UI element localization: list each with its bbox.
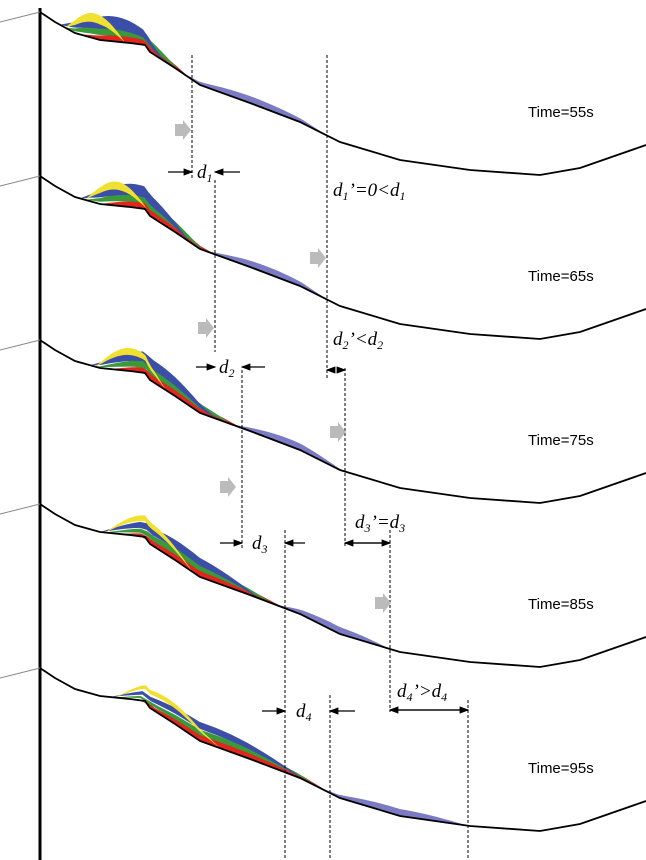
label-text: d <box>333 180 343 201</box>
panel-tick <box>0 504 40 514</box>
motion-arrow <box>198 318 214 338</box>
panel-tick <box>0 668 40 678</box>
motion-arrow <box>375 593 391 613</box>
label-text: ’=d <box>371 512 400 533</box>
subscript: 4 <box>441 690 447 704</box>
label-text: ’>d <box>413 681 442 702</box>
time-label: Time=85s <box>528 596 594 613</box>
label-text: ’<d <box>349 329 378 350</box>
time-label: Time=75s <box>528 432 594 449</box>
label-text: d <box>296 701 306 722</box>
distance-label: d2’<d2 <box>333 329 383 352</box>
panel-tick <box>0 176 40 186</box>
subscript: 3 <box>398 521 405 535</box>
subscript: 3 <box>261 542 268 556</box>
label-text: d <box>219 357 229 378</box>
subscript: 2 <box>229 366 235 380</box>
figure: Time=55s Time=65s Time=75s Time=85s Time=95s… <box>0 0 646 860</box>
label-text: d <box>397 681 407 702</box>
distance-label: d2 <box>219 357 235 380</box>
label-text: d <box>333 329 343 350</box>
motion-arrow <box>175 120 191 140</box>
label-text: ’=0<d <box>349 180 400 201</box>
debris-red <box>80 34 190 78</box>
debris-green <box>65 25 180 71</box>
terrain-profile <box>40 504 646 667</box>
runout-deposit <box>320 788 468 826</box>
label-text: d <box>252 533 262 554</box>
subscript: 2 <box>377 338 383 352</box>
time-label: Time=55s <box>528 104 594 121</box>
panel-tick <box>0 340 40 350</box>
subscript: 1 <box>399 189 405 203</box>
motion-arrow <box>330 422 346 442</box>
distance-label: d1 <box>197 162 213 185</box>
distance-label: d4 <box>296 701 312 724</box>
label-text: d <box>197 162 207 183</box>
subscript: 4 <box>306 710 312 724</box>
motion-arrow <box>220 477 236 497</box>
time-label: Time=65s <box>528 268 594 285</box>
subscript: 1 <box>207 171 213 185</box>
subscript: 3 <box>364 521 371 535</box>
debris-green <box>85 193 205 251</box>
panel-tick <box>0 12 40 22</box>
distance-label: d4’>d4 <box>397 681 447 704</box>
label-text: d <box>355 512 365 533</box>
time-label: Time=95s <box>528 760 594 777</box>
distance-label: d3’=d3 <box>355 512 405 535</box>
motion-arrow <box>310 248 326 268</box>
distance-label: d3 <box>252 533 268 556</box>
distance-label: d1’=0<d1 <box>333 180 405 203</box>
terrain-profile <box>40 668 646 831</box>
